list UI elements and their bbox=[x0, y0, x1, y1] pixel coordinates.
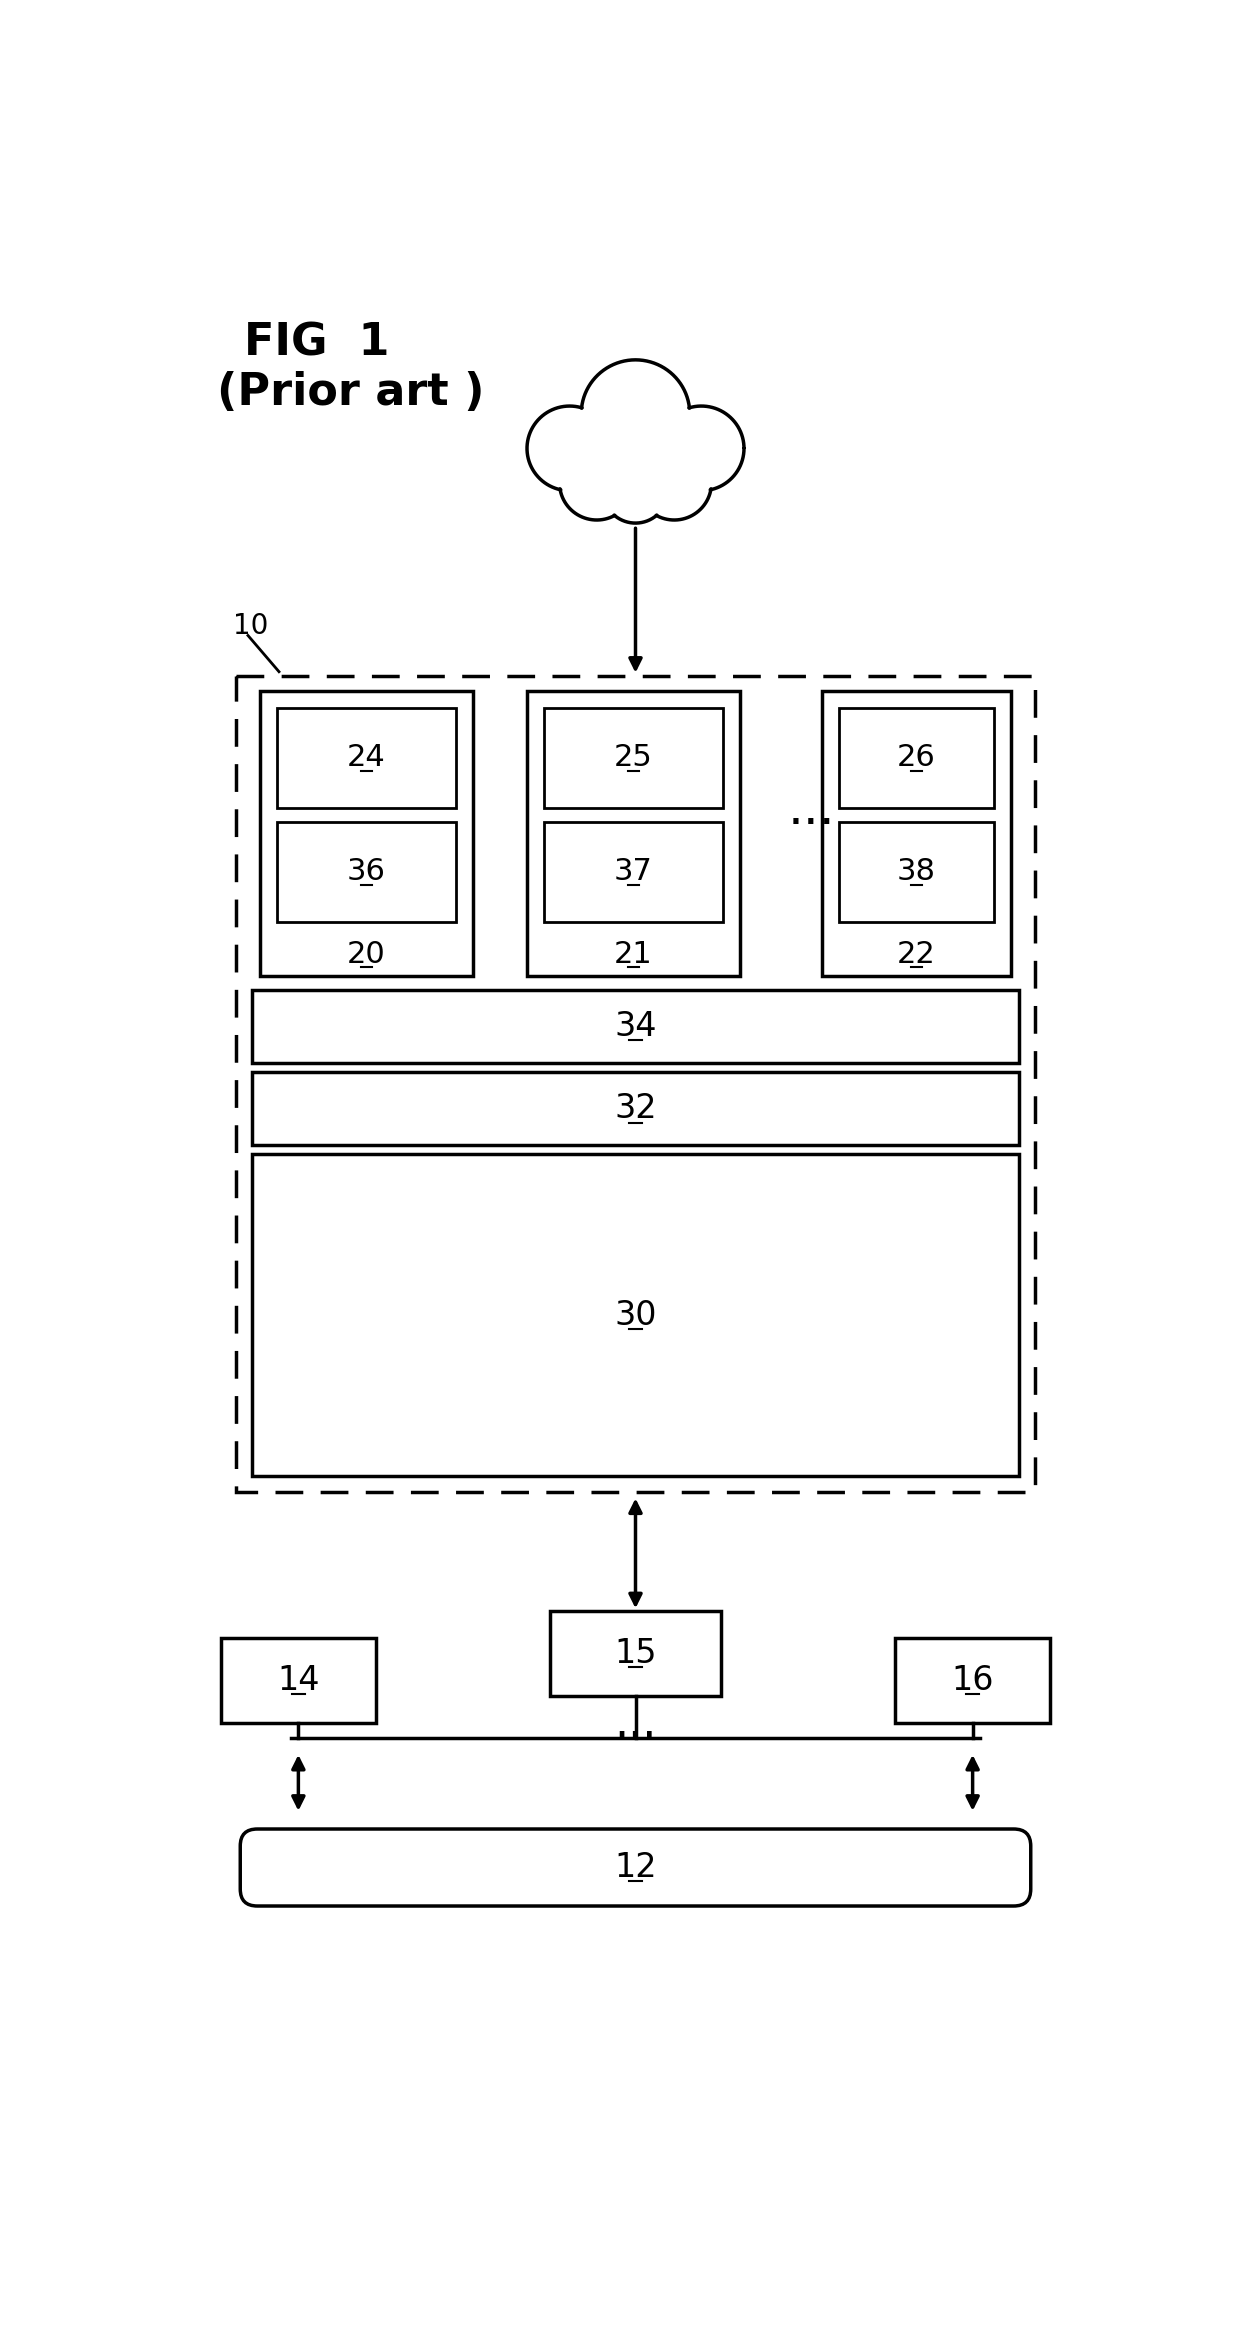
Text: 21: 21 bbox=[614, 939, 653, 970]
Bar bbox=[544, 821, 723, 923]
Circle shape bbox=[559, 446, 634, 521]
Text: 34: 34 bbox=[614, 1009, 657, 1044]
Text: 22: 22 bbox=[897, 939, 936, 970]
Text: ...: ... bbox=[614, 1702, 657, 1746]
Bar bbox=[821, 691, 1012, 976]
Text: 24: 24 bbox=[347, 744, 386, 772]
Bar bbox=[237, 677, 1034, 1493]
Bar bbox=[838, 821, 994, 923]
Bar bbox=[838, 707, 994, 809]
Bar bbox=[252, 1156, 1019, 1476]
Text: 10: 10 bbox=[233, 611, 268, 639]
Text: ...: ... bbox=[787, 786, 836, 835]
FancyBboxPatch shape bbox=[241, 1830, 1030, 1906]
Bar bbox=[277, 707, 456, 809]
Text: 38: 38 bbox=[897, 858, 936, 886]
Bar bbox=[221, 1639, 376, 1723]
Bar bbox=[551, 1611, 720, 1695]
Text: 26: 26 bbox=[897, 744, 936, 772]
Text: 25: 25 bbox=[614, 744, 653, 772]
Text: 12: 12 bbox=[614, 1851, 657, 1883]
Text: 16: 16 bbox=[951, 1665, 994, 1697]
Bar bbox=[277, 821, 456, 923]
Text: 37: 37 bbox=[614, 858, 653, 886]
Circle shape bbox=[603, 458, 668, 523]
Text: 30: 30 bbox=[614, 1300, 657, 1332]
Circle shape bbox=[582, 360, 689, 467]
Text: 15: 15 bbox=[614, 1637, 657, 1669]
Text: FIG  1: FIG 1 bbox=[244, 321, 389, 365]
Bar bbox=[259, 691, 472, 976]
Circle shape bbox=[637, 446, 712, 521]
Text: 20: 20 bbox=[347, 939, 386, 970]
Circle shape bbox=[658, 407, 744, 491]
Text: 18: 18 bbox=[619, 428, 661, 460]
Text: 36: 36 bbox=[347, 858, 386, 886]
Text: (Prior art ): (Prior art ) bbox=[217, 372, 485, 414]
Bar bbox=[252, 1072, 1019, 1146]
Text: 32: 32 bbox=[614, 1093, 657, 1125]
Bar bbox=[895, 1639, 1050, 1723]
Bar bbox=[544, 707, 723, 809]
Bar bbox=[527, 691, 740, 976]
Text: 14: 14 bbox=[277, 1665, 320, 1697]
Bar bbox=[252, 990, 1019, 1063]
Circle shape bbox=[527, 407, 613, 491]
